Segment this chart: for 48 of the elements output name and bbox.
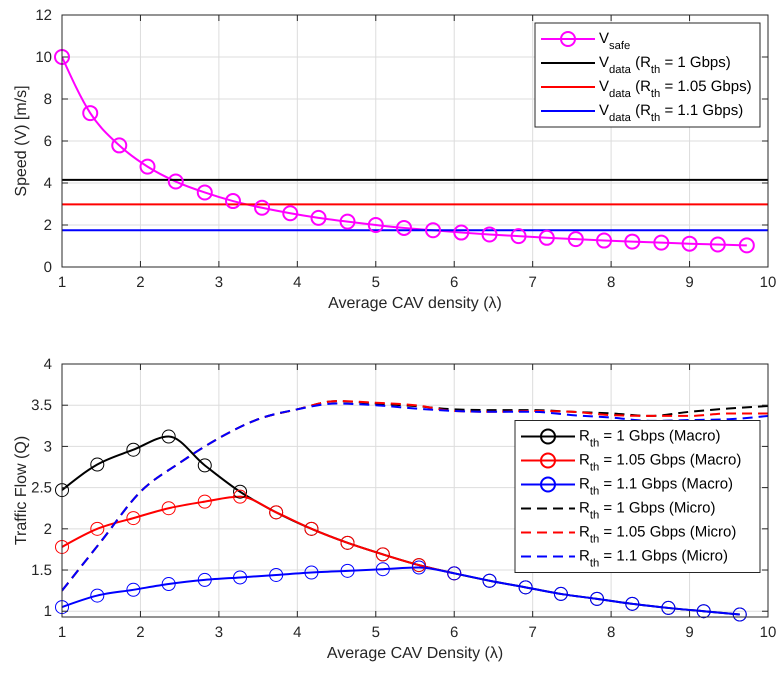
- x-tick-label: 7: [528, 624, 537, 641]
- y-axis-title: Speed (V) [m/s]: [13, 85, 30, 197]
- x-tick-label: 3: [214, 624, 224, 641]
- legend-label: R$_{th}$ = 1.1 Gbps (Micro): [579, 548, 728, 570]
- y-tick-label: 8: [44, 91, 52, 108]
- x-tick-label: 2: [136, 624, 145, 641]
- x-tick-label: 6: [450, 274, 458, 291]
- x-tick-label: 1: [58, 274, 66, 291]
- x-tick-label: 1: [58, 624, 66, 641]
- x-tick-label: 9: [685, 274, 694, 291]
- legend-label: R$_{th}$ = 1.05 Gbps (Macro): [579, 452, 742, 474]
- y-tick-label: 1.5: [31, 562, 52, 580]
- y-axis-title: Traffic Flow (Q): [13, 436, 30, 546]
- y-tick-label: 4: [44, 356, 52, 373]
- x-tick-label: 8: [606, 624, 616, 641]
- x-axis-title: Average CAV density (λ): [328, 295, 502, 312]
- y-tick-label: 2: [44, 217, 52, 234]
- y-tick-label: 10: [35, 49, 52, 66]
- y-tick-label: 3: [44, 438, 52, 456]
- y-tick-label: 0: [44, 259, 52, 276]
- legend-label: V$_{data}$ (R$_{th}$ = 1.1 Gbps): [599, 102, 744, 124]
- x-tick-label: 5: [372, 274, 380, 291]
- y-tick-label: 4: [44, 175, 52, 192]
- x-tick-label: 7: [528, 274, 537, 291]
- x-tick-label: 5: [372, 624, 380, 641]
- y-tick-label: 3.5: [31, 397, 52, 414]
- y-tick-label: 2: [44, 520, 52, 538]
- x-tick-label: 2: [136, 274, 145, 291]
- x-tick-label: 4: [293, 274, 302, 291]
- y-tick-label: 6: [44, 133, 52, 150]
- x-tick-label: 10: [760, 624, 776, 641]
- y-tick-label: 2.5: [31, 480, 52, 497]
- legend-label: R$_{th}$ = 1 Gbps (Micro): [579, 500, 716, 522]
- legend-label: R$_{th}$ = 1.05 Gbps (Micro): [579, 524, 736, 546]
- y-tick-label: 1: [44, 603, 52, 620]
- legend-label: V$_{data}$ (R$_{th}$ = 1 Gbps): [599, 54, 731, 76]
- x-axis-title: Average CAV Density (λ): [326, 645, 504, 662]
- legend-label: R$_{th}$ = 1.1 Gbps (Macro): [579, 476, 734, 498]
- x-tick-label: 9: [685, 624, 694, 641]
- legend-label: V$_{data}$ (R$_{th}$ = 1.05 Gbps): [599, 78, 752, 100]
- legend-label: R$_{th}$ = 1 Gbps (Macro): [579, 428, 721, 450]
- x-tick-label: 6: [450, 624, 458, 641]
- x-tick-label: 8: [606, 274, 616, 291]
- x-tick-label: 4: [293, 624, 302, 641]
- y-tick-label: 12: [35, 7, 52, 24]
- legend-label: V$_{safe}$: [599, 30, 630, 52]
- x-tick-label: 3: [214, 274, 224, 291]
- x-tick-label: 10: [760, 274, 776, 291]
